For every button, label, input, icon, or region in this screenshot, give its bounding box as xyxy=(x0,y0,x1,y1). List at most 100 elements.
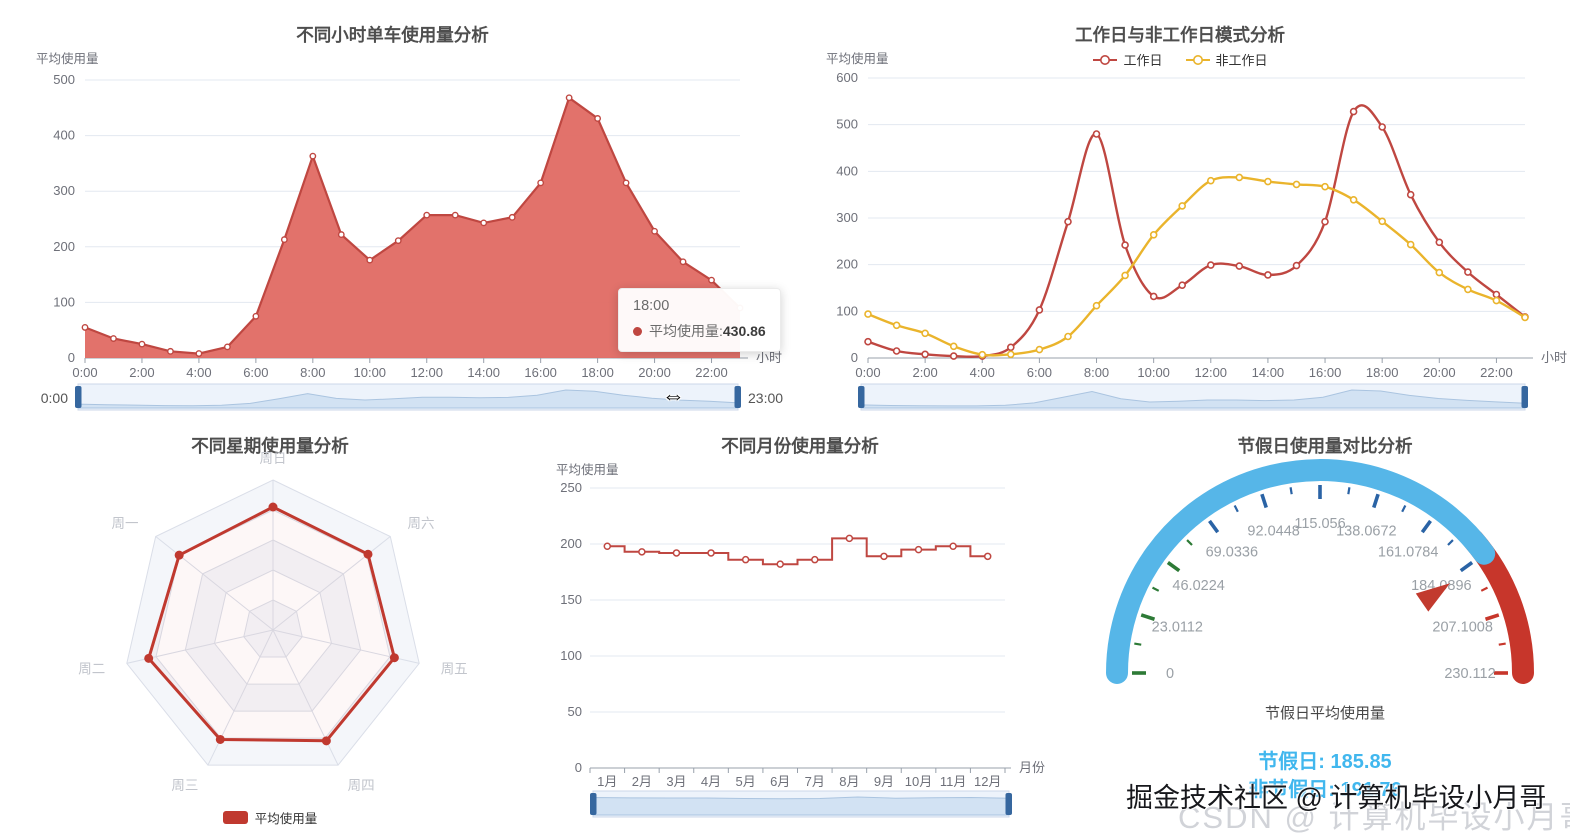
watermark-csdn: CSDN @ 计算机毕设小月哥 xyxy=(1178,800,1570,835)
svg-text:6:00: 6:00 xyxy=(243,365,268,380)
svg-text:600: 600 xyxy=(836,70,858,85)
svg-text:150: 150 xyxy=(560,592,582,607)
svg-text:7月: 7月 xyxy=(805,774,825,789)
svg-text:周二: 周二 xyxy=(78,661,105,676)
svg-text:5月: 5月 xyxy=(736,774,756,789)
svg-text:2:00: 2:00 xyxy=(129,365,154,380)
gauge-detail-label: 节假日平均使用量 xyxy=(1264,705,1385,722)
hourly-area-chart[interactable]: 0 100 200 300 400 500 0:00 2:00 4:00 6:00 8:00 10:0… xyxy=(0,0,785,425)
y-axis-name: 平均使用量 xyxy=(556,463,619,477)
svg-text:300: 300 xyxy=(836,210,858,225)
svg-text:0: 0 xyxy=(575,760,582,775)
svg-text:周一: 周一 xyxy=(112,516,139,531)
datazoom-start-label: 0:00 xyxy=(40,390,68,406)
series-markers xyxy=(864,107,1529,360)
svg-text:20:00: 20:00 xyxy=(1423,365,1456,380)
radar-web xyxy=(126,479,420,766)
radar-legend-item[interactable]: 平均使用量 xyxy=(40,808,500,827)
chart-title-holiday: 节假日使用量对比分析 xyxy=(1237,436,1413,456)
svg-text:10:00: 10:00 xyxy=(354,365,387,380)
svg-text:300: 300 xyxy=(53,183,75,198)
svg-text:200: 200 xyxy=(836,257,858,272)
svg-text:400: 400 xyxy=(836,163,858,178)
legend-item-nonworkday[interactable]: 非工作日 xyxy=(1185,50,1268,69)
gauge-scale-labels: 0 23.0112 46.0224 69.0336 92.0448115.056138.… xyxy=(1152,516,1496,682)
datazoom-slider[interactable] xyxy=(858,383,1528,411)
svg-text:22:00: 22:00 xyxy=(1480,365,1513,380)
svg-text:14:00: 14:00 xyxy=(467,365,500,380)
svg-text:23.0112: 23.0112 xyxy=(1152,620,1203,636)
datazoom-handle-left xyxy=(858,386,865,408)
svg-text:500: 500 xyxy=(53,72,75,87)
legend-line-icon xyxy=(1185,54,1210,65)
svg-text:20:00: 20:00 xyxy=(638,365,671,380)
svg-text:16:00: 16:00 xyxy=(1309,365,1342,380)
resize-cursor-icon: ⇔ xyxy=(662,382,685,408)
svg-text:46.0224: 46.0224 xyxy=(1172,578,1224,594)
legend-label: 工作日 xyxy=(1123,53,1163,68)
svg-text:小时: 小时 xyxy=(756,350,782,365)
svg-text:92.0448: 92.0448 xyxy=(1247,523,1299,539)
svg-text:18:00: 18:00 xyxy=(581,365,614,380)
svg-text:12月: 12月 xyxy=(974,774,1001,789)
svg-text:0: 0 xyxy=(851,350,858,365)
svg-text:69.0336: 69.0336 xyxy=(1206,545,1258,561)
svg-text:8:00: 8:00 xyxy=(1084,365,1109,380)
svg-text:11月: 11月 xyxy=(940,774,967,789)
svg-text:250: 250 xyxy=(560,480,582,495)
y-axis-name: 平均使用量 xyxy=(36,52,99,66)
datazoom-minimap xyxy=(860,389,1526,409)
svg-text:12:00: 12:00 xyxy=(1195,365,1228,380)
svg-text:4:00: 4:00 xyxy=(186,365,211,380)
datazoom-slider[interactable] xyxy=(590,790,1012,818)
svg-text:0: 0 xyxy=(1166,666,1174,682)
tooltip-value: 430.86 xyxy=(722,323,766,339)
svg-text:周三: 周三 xyxy=(171,778,198,793)
chart-title-weekday: 不同星期使用量分析 xyxy=(191,436,349,456)
svg-text:2:00: 2:00 xyxy=(912,365,937,380)
datazoom-end-label: 23:00 xyxy=(748,390,784,406)
gauge-ticks xyxy=(1132,485,1508,675)
hourly-usage-panel: 不同小时单车使用量分析 平均使用量 0 100 200 300 400 500 0:00 2:… xyxy=(0,0,785,428)
chart-title-hourly: 不同小时单车使用量分析 xyxy=(296,25,489,45)
svg-text:115.056: 115.056 xyxy=(1294,516,1345,532)
monthly-step-chart[interactable]: 0 50 100 150 200 250 1月 2月 3月 4月 5月 6月 7月 8月 9月 10月 11月 1… xyxy=(540,430,1060,836)
svg-text:周五: 周五 xyxy=(441,661,468,676)
radar-series xyxy=(147,505,396,743)
legend-item-workday[interactable]: 工作日 xyxy=(1092,50,1163,69)
series-dot-icon xyxy=(633,326,642,336)
svg-text:1月: 1月 xyxy=(597,774,617,789)
svg-text:周日: 周日 xyxy=(260,451,287,466)
series-line-0 xyxy=(867,104,1526,359)
svg-text:9月: 9月 xyxy=(874,774,894,789)
tooltip: 18:00 平均使用量: 430.86 xyxy=(618,288,781,352)
series-markers xyxy=(864,173,1529,359)
svg-text:207.1008: 207.1008 xyxy=(1432,620,1492,636)
svg-text:6月: 6月 xyxy=(770,774,790,789)
legend-line-icon xyxy=(1093,54,1118,65)
workday-pattern-panel: 工作日与非工作日模式分析 工作日 非工作日 平均使用量 0 100 200 300 40… xyxy=(790,0,1570,428)
holiday-gauge-panel: 节假日使用量对比分析 0 23.0112 46.0224 69.0336 92.0448… xyxy=(1080,430,1570,836)
axis-grid xyxy=(868,77,1525,312)
svg-text:10月: 10月 xyxy=(905,774,932,789)
svg-text:周四: 周四 xyxy=(348,778,375,793)
svg-text:14:00: 14:00 xyxy=(1252,365,1285,380)
svg-text:12:00: 12:00 xyxy=(410,365,443,380)
svg-text:10:00: 10:00 xyxy=(1137,365,1170,380)
monthly-usage-panel: 不同月份使用量分析 平均使用量 0 50 100 150 200 250 1月 2月 3月 4月 5… xyxy=(540,430,1060,836)
svg-text:100: 100 xyxy=(53,294,75,309)
gauge-arc-main xyxy=(1106,459,1496,684)
svg-text:100: 100 xyxy=(560,648,582,663)
series-line xyxy=(84,96,741,355)
svg-text:0: 0 xyxy=(68,350,75,365)
datazoom-slider[interactable] xyxy=(75,383,741,411)
workday-line-chart[interactable]: 0 100 200 300 400 500 600 0:00 2:00 4:00 6:00 8:00 1… xyxy=(790,0,1570,425)
datazoom-handle-right xyxy=(1521,386,1528,408)
y-axis-name: 平均使用量 xyxy=(826,52,889,66)
chart-title-workday: 工作日与非工作日模式分析 xyxy=(1075,25,1285,45)
tooltip-label: 平均使用量: xyxy=(649,323,723,339)
non-holiday-average-value: 非节假日: 191.76 xyxy=(1248,779,1402,801)
svg-text:100: 100 xyxy=(836,303,858,318)
holiday-gauge-chart[interactable]: 0 23.0112 46.0224 69.0336 92.0448115.056138.… xyxy=(1080,430,1570,836)
